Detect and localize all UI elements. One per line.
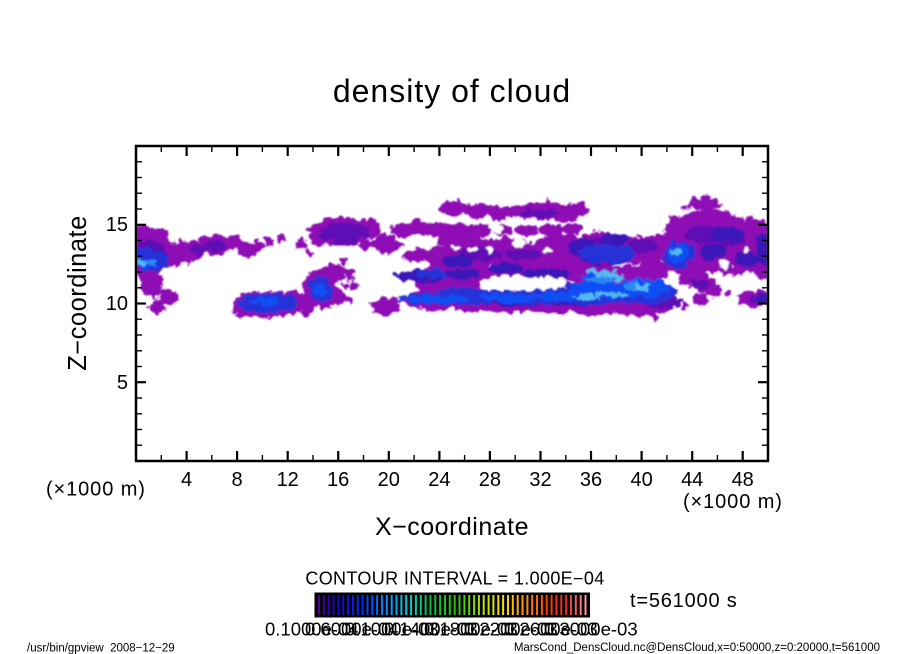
svg-text:/usr/bin/gpview 2008−12−29: /usr/bin/gpview 2008−12−29	[27, 643, 175, 654]
svg-text:0.1000e-03: 0.1000e-03	[345, 619, 439, 640]
svg-text:0.1400e-03: 0.1400e-03	[384, 619, 478, 640]
svg-text:CONTOUR INTERVAL = 1.000E−04: CONTOUR INTERVAL = 1.000E−04	[305, 569, 604, 589]
svg-text:0.3000e-03: 0.3000e-03	[544, 619, 638, 640]
svg-text:4: 4	[181, 469, 192, 491]
svg-text:0.2200e-03: 0.2200e-03	[464, 619, 558, 640]
svg-text:0.1800e-03: 0.1800e-03	[424, 619, 518, 640]
svg-text:8: 8	[232, 469, 243, 491]
svg-text:16: 16	[327, 469, 349, 491]
svg-text:44: 44	[681, 469, 703, 491]
svg-text:0.1000e-04: 0.1000e-04	[265, 619, 359, 640]
svg-text:density of cloud: density of cloud	[333, 73, 571, 109]
svg-text:32: 32	[529, 469, 551, 491]
svg-text:48: 48	[732, 469, 754, 491]
svg-text:Z−coordinate: Z−coordinate	[64, 215, 92, 371]
svg-text:(×1000 m): (×1000 m)	[683, 491, 783, 513]
svg-text:24: 24	[428, 469, 450, 491]
svg-text:t=561000 s: t=561000 s	[630, 590, 738, 612]
svg-text:X−coordinate: X−coordinate	[375, 513, 529, 541]
svg-text:0.2600e-03: 0.2600e-03	[504, 619, 598, 640]
svg-text:5: 5	[117, 372, 128, 394]
svg-text:36: 36	[580, 469, 602, 491]
svg-text:10: 10	[106, 293, 128, 315]
svg-text:12: 12	[277, 469, 299, 491]
svg-text:15: 15	[106, 214, 128, 236]
svg-text:28: 28	[479, 469, 501, 491]
svg-text:0.6000e-04: 0.6000e-04	[305, 619, 399, 640]
svg-text:40: 40	[630, 469, 652, 491]
svg-text:20: 20	[378, 469, 400, 491]
svg-text:MarsCond_DensCloud.nc@DensClou: MarsCond_DensCloud.nc@DensCloud,x=0:5000…	[514, 642, 880, 654]
svg-text:(×1000 m): (×1000 m)	[46, 479, 146, 501]
